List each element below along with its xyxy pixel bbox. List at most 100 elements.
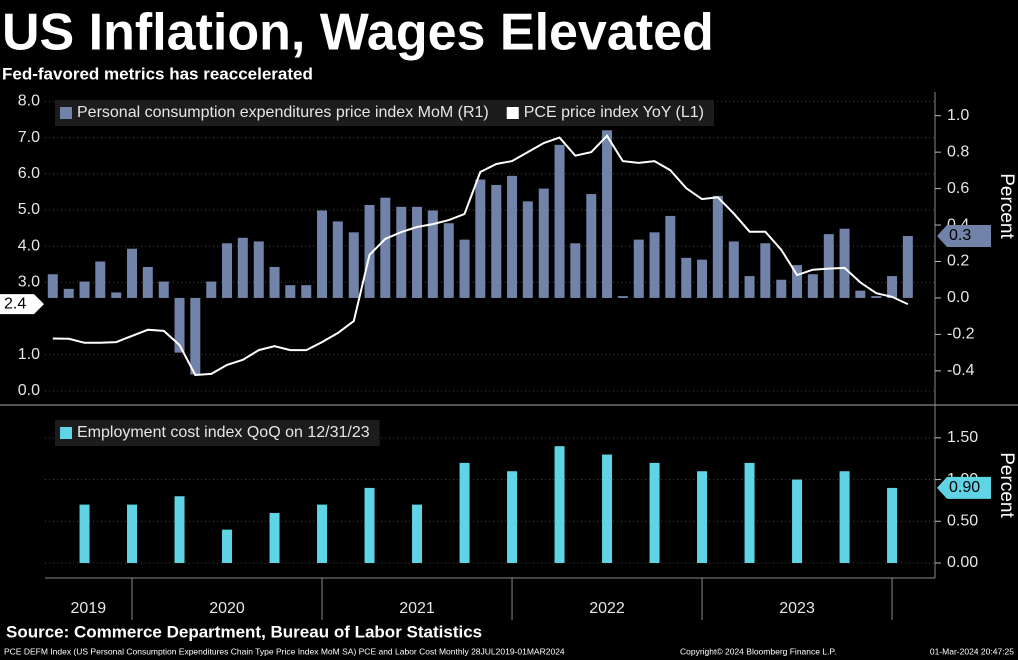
- bar: [206, 281, 217, 298]
- bar: [412, 206, 423, 298]
- bar: [538, 188, 549, 298]
- bar: [222, 529, 233, 563]
- bar: [317, 210, 328, 298]
- bar: [570, 243, 581, 298]
- bar: [665, 215, 676, 298]
- bar: [412, 504, 423, 563]
- last-value-label: 2.4: [4, 295, 26, 312]
- bar: [887, 276, 898, 298]
- bar: [127, 504, 138, 563]
- y-tick-label: 4.0: [18, 237, 40, 254]
- bar: [839, 228, 850, 298]
- bar: [792, 479, 803, 563]
- bar: [728, 241, 739, 298]
- bar: [602, 454, 613, 563]
- y2-tick-label: -0.4: [947, 362, 975, 379]
- bar: [63, 288, 74, 298]
- legend-swatch: [506, 107, 519, 119]
- legend-label: Personal consumption expenditures price …: [77, 104, 489, 121]
- bar: [317, 504, 328, 563]
- bar: [475, 179, 486, 298]
- bar: [237, 237, 248, 298]
- bar: [839, 471, 850, 563]
- y-tick-label: 3.0: [18, 274, 40, 291]
- bar: [47, 274, 58, 298]
- legend-background: [55, 100, 715, 126]
- bar: [443, 223, 454, 298]
- bar: [222, 243, 233, 298]
- bar: [776, 279, 787, 298]
- bar: [807, 274, 818, 298]
- bar: [79, 504, 90, 563]
- bar: [792, 265, 803, 298]
- bar: [396, 206, 407, 298]
- bar: [95, 261, 106, 298]
- last-value-tag: [0, 294, 44, 315]
- bar: [855, 290, 866, 298]
- bar: [364, 204, 375, 298]
- bar: [617, 296, 628, 298]
- bar: [823, 234, 834, 298]
- chart-subtitle: Fed-favored metrics has reaccelerated: [2, 64, 313, 83]
- bar: [301, 285, 312, 298]
- legend-swatch: [60, 427, 72, 439]
- bar: [602, 130, 613, 298]
- legend-label: PCE price index YoY (L1): [524, 104, 704, 121]
- y2-axis-title: Percent: [996, 173, 1017, 239]
- x-tick-label: 2019: [71, 600, 107, 617]
- bar: [871, 296, 882, 298]
- bar: [190, 297, 201, 375]
- chart-title: US Inflation, Wages Elevated: [2, 4, 714, 62]
- bar: [427, 210, 438, 298]
- bar: [507, 471, 518, 563]
- x-tick-label: 2023: [779, 600, 815, 617]
- bar: [285, 285, 296, 298]
- x-tick-label: 2021: [399, 600, 435, 617]
- bar: [681, 257, 692, 298]
- bar: [760, 243, 771, 298]
- y2-tick-label: 0.50: [947, 512, 978, 529]
- last-value-label: 0.90: [949, 479, 980, 496]
- bar: [348, 232, 359, 298]
- bar: [459, 239, 470, 298]
- y-tick-label: 5.0: [18, 201, 40, 218]
- y2-axis-title: Percent: [996, 452, 1017, 518]
- last-value-label: 0.3: [949, 227, 971, 244]
- bar: [586, 194, 597, 298]
- y-tick-label: 0.0: [18, 382, 40, 399]
- bar: [127, 248, 138, 298]
- y2-tick-label: 1.0: [947, 107, 969, 124]
- legend-label: Employment cost index QoQ on 12/31/23: [77, 424, 370, 441]
- bar: [332, 221, 343, 298]
- bar: [269, 512, 280, 563]
- legend-swatch: [60, 107, 72, 119]
- bar: [902, 235, 913, 298]
- bar: [697, 259, 708, 298]
- bar: [174, 496, 185, 563]
- bar: [491, 184, 502, 298]
- bar: [380, 197, 391, 298]
- y2-tick-label: 1.50: [947, 429, 978, 446]
- y2-tick-label: 0.6: [947, 180, 969, 197]
- y-tick-label: 7.0: [18, 129, 40, 146]
- bar: [554, 144, 565, 298]
- last-value-tag: [937, 224, 991, 247]
- x-tick-label: 2022: [589, 600, 625, 617]
- bar: [364, 487, 375, 563]
- y-tick-label: 1.0: [18, 346, 40, 363]
- footer-date: 01-Mar-2024 20:47:25: [930, 646, 1014, 656]
- bar: [712, 195, 723, 298]
- y2-tick-label: 0.8: [947, 143, 969, 160]
- bar: [522, 201, 533, 298]
- y2-tick-label: -0.2: [947, 326, 975, 343]
- y2-tick-label: 0.0: [947, 289, 969, 306]
- source: Source: Commerce Department, Bureau of L…: [6, 622, 482, 641]
- footer-note: PCE DEFM Index (US Personal Consumption …: [4, 646, 565, 656]
- footer-copyright: Copyright© 2024 Bloomberg Finance L.P.: [680, 646, 836, 656]
- y-tick-label: 8.0: [18, 93, 40, 110]
- bar: [554, 446, 565, 563]
- bar: [111, 292, 122, 298]
- legend-background: [55, 420, 380, 446]
- bar: [697, 471, 708, 563]
